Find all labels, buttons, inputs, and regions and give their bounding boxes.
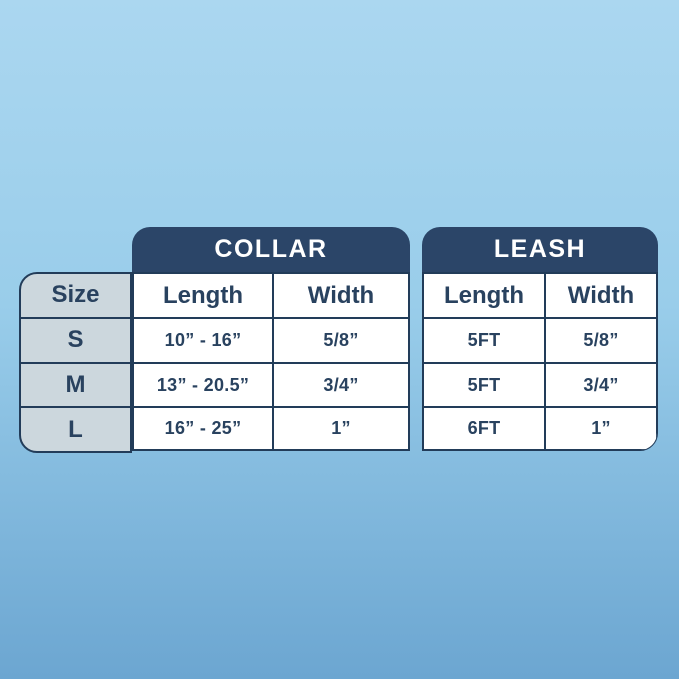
collar-grid: Length Width 10” - 16” 5/8” 13” - 20.5” … — [132, 272, 410, 451]
collar-column-header-width: Width — [273, 273, 409, 318]
size-column: Size S M L — [19, 272, 132, 453]
size-row-label-m: M — [21, 361, 130, 407]
collar-column-header-length: Length — [133, 273, 274, 318]
collar-width-s: 5/8” — [273, 318, 409, 363]
collar-table-title: COLLAR — [132, 227, 410, 272]
leash-width-m: 3/4” — [545, 363, 657, 407]
collar-length-s: 10” - 16” — [133, 318, 274, 363]
collar-width-l: 1” — [273, 407, 409, 450]
collar-width-m: 3/4” — [273, 363, 409, 407]
size-row-label-l: L — [21, 406, 130, 451]
collar-length-l: 16” - 25” — [133, 407, 274, 450]
leash-column-header-length: Length — [423, 273, 546, 318]
size-column-header: Size — [51, 281, 100, 309]
leash-table: LEASH Length Width 5FT 5/8” 5FT 3/4” 6FT… — [422, 227, 658, 451]
leash-grid: Length Width 5FT 5/8” 5FT 3/4” 6FT 1” — [422, 272, 658, 451]
leash-length-s: 5FT — [423, 318, 546, 363]
collar-length-m: 13” - 20.5” — [133, 363, 274, 407]
collar-table: COLLAR Length Width 10” - 16” 5/8” 13” -… — [132, 227, 410, 451]
size-row-label-s: S — [21, 316, 130, 362]
leash-width-s: 5/8” — [545, 318, 657, 363]
leash-column-header-width: Width — [545, 273, 657, 318]
leash-width-l: 1” — [545, 407, 657, 450]
leash-length-m: 5FT — [423, 363, 546, 407]
leash-table-title: LEASH — [422, 227, 658, 272]
leash-length-l: 6FT — [423, 407, 546, 450]
